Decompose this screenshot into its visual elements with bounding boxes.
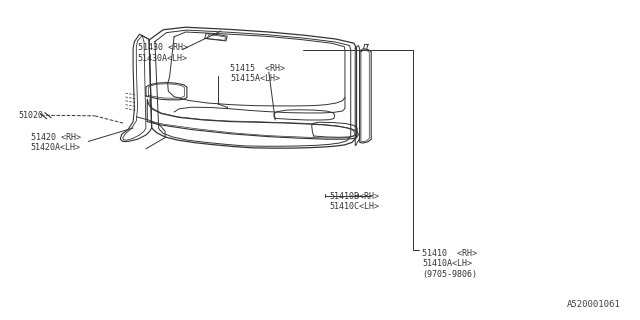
- Text: 51420 <RH>
51420A<LH>: 51420 <RH> 51420A<LH>: [31, 133, 81, 152]
- Text: A520001061: A520001061: [567, 300, 621, 309]
- Text: 51020: 51020: [18, 111, 43, 120]
- Text: 51430 <RH>
51430A<LH>: 51430 <RH> 51430A<LH>: [138, 43, 188, 62]
- Text: 51410B<RH>
51410C<LH>: 51410B<RH> 51410C<LH>: [330, 192, 380, 211]
- Text: 51415  <RH>
51415A<LH>: 51415 <RH> 51415A<LH>: [230, 64, 285, 83]
- Text: 51410  <RH>
51410A<LH>
(9705-9806): 51410 <RH> 51410A<LH> (9705-9806): [422, 249, 477, 279]
